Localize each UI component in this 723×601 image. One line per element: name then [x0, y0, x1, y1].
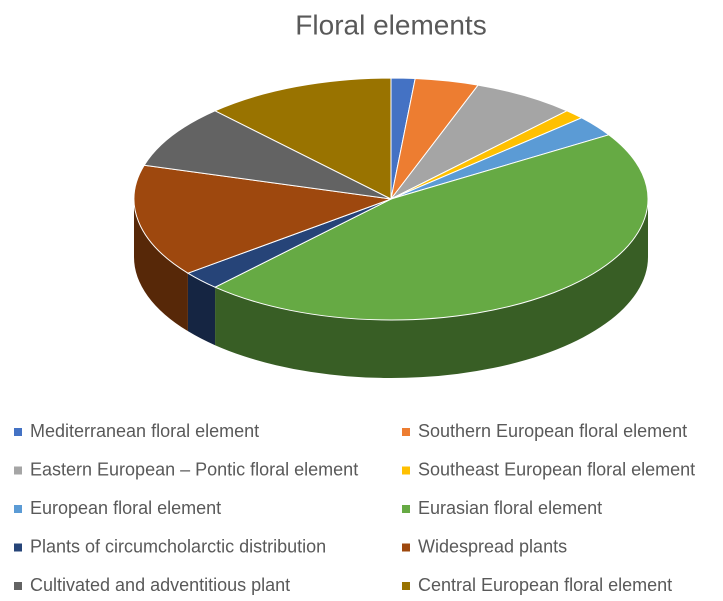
- legend-label: Eurasian floral element: [418, 498, 602, 518]
- slice-side: [134, 199, 188, 332]
- legend-label: Eastern European – Pontic floral element: [30, 459, 358, 479]
- pie-sides: [134, 199, 648, 378]
- legend: Mediterranean floral element Southern Eur…: [14, 421, 695, 595]
- slice-side: [187, 273, 216, 346]
- legend-swatch: [402, 466, 410, 475]
- legend-swatch: [14, 582, 22, 590]
- legend-label: Plants of circumcholarctic distribution: [30, 536, 326, 556]
- legend-swatch: [402, 543, 410, 552]
- pie-tops: [133, 77, 649, 321]
- chart-title: Floral elements: [295, 9, 486, 40]
- legend-swatch: [14, 543, 22, 552]
- legend-swatch: [14, 466, 22, 475]
- slice: [213, 77, 392, 200]
- slice: [133, 164, 392, 274]
- legend-swatch: [14, 428, 22, 436]
- slice: [143, 110, 392, 200]
- legend-label: Southeast European floral element: [418, 459, 695, 479]
- legend-swatch: [402, 582, 410, 590]
- legend-label: Mediterranean floral element: [30, 421, 259, 441]
- legend-label: European floral element: [30, 498, 221, 518]
- legend-label: Central European floral element: [418, 575, 672, 595]
- slice-side: [215, 199, 648, 378]
- legend-label: Southern European floral element: [418, 421, 687, 441]
- legend-label: Widespread plants: [418, 536, 567, 556]
- legend-label: Cultivated and adventitious plant: [30, 575, 290, 595]
- legend-swatch: [402, 428, 410, 436]
- slice: [213, 134, 649, 321]
- legend-swatch: [402, 505, 410, 513]
- legend-swatch: [14, 505, 22, 513]
